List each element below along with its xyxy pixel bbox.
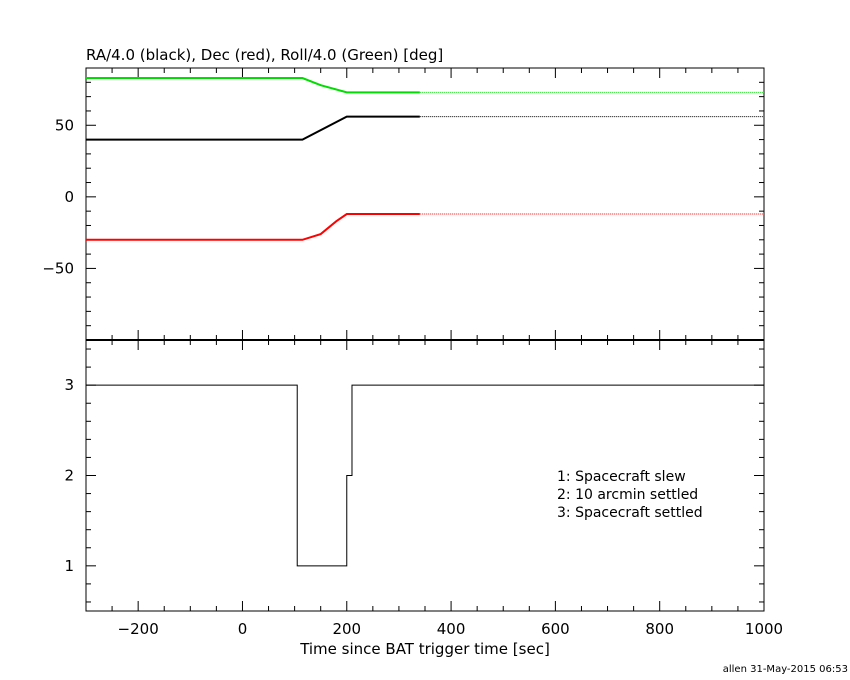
x-tick-label: 1000 — [745, 620, 783, 638]
x-tick-label: −200 — [118, 620, 159, 638]
bottom-panel-series — [86, 384, 764, 567]
roll-series-line — [86, 77, 420, 94]
x-tick-label: 400 — [437, 620, 466, 638]
legend-line-1: 1: Spacecraft slew — [557, 469, 686, 485]
settle-status-line — [86, 384, 764, 567]
x-tick-labels: −200 0 200 400 600 800 1000 — [118, 620, 784, 638]
y-tick-label: 50 — [55, 116, 74, 134]
legend-line-3: 3: Spacecraft settled — [557, 505, 703, 521]
y-tick-label: 0 — [64, 188, 74, 206]
bottom-panel-y-tick-labels: 3 2 1 — [64, 376, 74, 575]
legend-line-2: 2: 10 arcmin settled — [557, 487, 698, 503]
top-panel-y-tick-labels: 50 0 −50 — [42, 116, 74, 277]
bottom-panel-ticks — [85, 340, 765, 611]
top-panel-series — [86, 77, 764, 241]
top-panel-frame — [85, 67, 765, 341]
y-tick-label: 3 — [64, 376, 74, 394]
ra-series-line — [86, 115, 420, 141]
x-tick-label: 800 — [645, 620, 674, 638]
x-axis-label: Time since BAT trigger time [sec] — [299, 640, 550, 658]
y-tick-label: 2 — [64, 467, 74, 485]
y-tick-label: −50 — [42, 259, 74, 277]
y-tick-label: 1 — [64, 557, 74, 575]
timestamp-stamp: allen 31-May-2015 06:53 — [723, 664, 848, 675]
top-panel-title: RA/4.0 (black), Dec (red), Roll/4.0 (Gre… — [86, 46, 443, 64]
x-tick-label: 600 — [541, 620, 570, 638]
x-tick-label: 0 — [238, 620, 248, 638]
x-tick-label: 200 — [332, 620, 361, 638]
top-panel-ticks — [85, 68, 765, 340]
dec-series-line — [86, 213, 420, 241]
